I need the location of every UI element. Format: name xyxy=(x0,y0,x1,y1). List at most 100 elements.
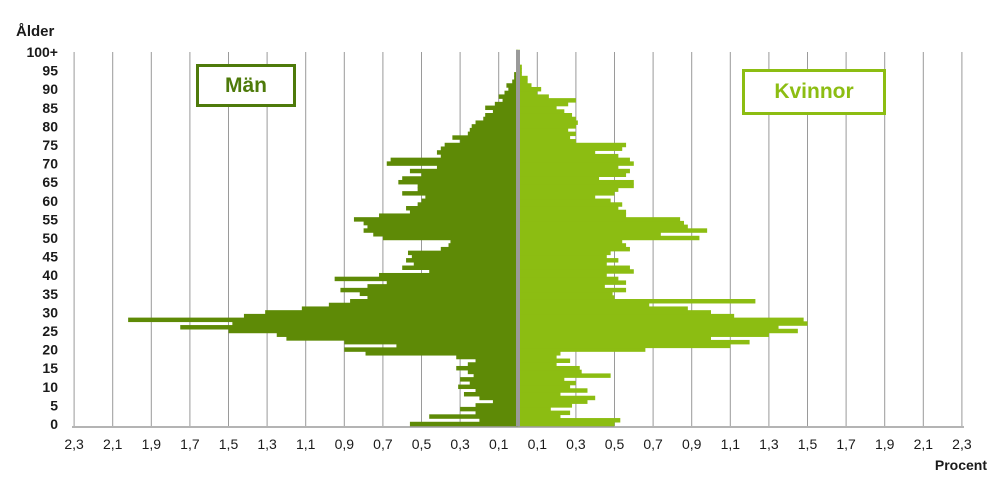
bar-men xyxy=(350,299,518,304)
bar-men xyxy=(128,317,518,323)
bar-men xyxy=(467,131,518,137)
x-tick-label: 2,1 xyxy=(103,436,123,452)
bar-women xyxy=(518,153,619,159)
y-tick-label: 90 xyxy=(42,81,58,97)
bar-men xyxy=(367,284,518,289)
bar-men xyxy=(396,343,518,349)
bar-women xyxy=(518,83,532,88)
bar-women xyxy=(518,328,798,334)
x-tick-label: 1,7 xyxy=(180,436,200,452)
bar-men xyxy=(413,261,518,267)
bar-women xyxy=(518,217,681,222)
y-tick-label: 30 xyxy=(42,304,58,320)
bar-women xyxy=(518,418,621,423)
bar-women xyxy=(518,228,708,233)
bar-women xyxy=(518,291,613,297)
bar-women xyxy=(518,258,619,263)
bar-women xyxy=(518,325,779,330)
bar-women xyxy=(518,380,576,386)
bar-men xyxy=(406,206,518,211)
y-tick-label: 55 xyxy=(42,211,58,227)
bar-women xyxy=(518,113,573,118)
x-tick-label: 1,1 xyxy=(296,436,316,452)
bar-men xyxy=(406,258,518,263)
bar-men xyxy=(456,354,518,360)
bar-men xyxy=(409,421,518,427)
bar-women xyxy=(518,209,627,215)
bar-men xyxy=(467,362,518,367)
bar-women xyxy=(518,161,634,166)
y-tick-label: 20 xyxy=(42,342,58,358)
bar-men xyxy=(232,321,519,326)
bar-women xyxy=(518,414,561,419)
bar-men xyxy=(440,146,518,151)
y-tick-label: 0 xyxy=(50,416,58,432)
x-tick-label: 0,9 xyxy=(682,436,702,452)
bar-men xyxy=(467,369,518,375)
x-tick-label: 1,7 xyxy=(836,436,856,452)
x-tick-label: 0,3 xyxy=(566,436,586,452)
bar-men xyxy=(440,153,518,159)
bar-women xyxy=(518,276,619,282)
bar-women xyxy=(518,135,571,140)
x-tick-label: 0,1 xyxy=(489,436,509,452)
bar-men xyxy=(180,325,518,330)
bar-women xyxy=(518,295,615,300)
bar-men xyxy=(479,418,518,423)
bar-men xyxy=(429,269,518,274)
bar-men xyxy=(363,228,518,233)
bar-men xyxy=(475,358,518,363)
x-tick-label: 2,3 xyxy=(952,436,972,452)
bar-women xyxy=(518,120,578,125)
bar-men xyxy=(411,254,518,259)
bar-men xyxy=(243,313,518,319)
x-tick-label: 1,9 xyxy=(142,436,162,452)
bar-women xyxy=(518,336,711,341)
bar-men xyxy=(386,161,518,166)
bar-men xyxy=(452,135,518,140)
bar-men xyxy=(421,172,518,177)
bar-men xyxy=(390,157,518,163)
bar-men xyxy=(379,272,518,278)
bar-women xyxy=(518,98,576,103)
bar-men xyxy=(504,90,518,96)
bar-men xyxy=(344,347,518,352)
bar-women xyxy=(518,187,619,192)
bar-men xyxy=(228,328,518,334)
y-tick-label: 10 xyxy=(42,379,58,395)
y-tick-label: 25 xyxy=(42,323,58,339)
bar-men xyxy=(409,209,518,215)
bar-men xyxy=(402,265,518,270)
bar-men xyxy=(382,235,518,241)
y-tick-label: 35 xyxy=(42,286,58,302)
bar-men xyxy=(483,116,518,122)
bar-women xyxy=(518,392,561,397)
bar-men xyxy=(479,395,518,401)
bar-women xyxy=(518,395,596,401)
bar-men xyxy=(334,276,518,282)
bar-men xyxy=(475,410,518,416)
bar-men xyxy=(398,179,518,185)
bar-men xyxy=(475,120,518,125)
bar-women xyxy=(518,384,571,390)
bar-men xyxy=(344,339,518,345)
bar-men xyxy=(469,380,518,386)
bar-women xyxy=(518,206,619,211)
bar-women xyxy=(518,232,661,237)
bar-women xyxy=(518,332,769,337)
bar-women xyxy=(518,299,756,304)
bar-women xyxy=(518,90,538,96)
bar-men xyxy=(475,403,518,408)
x-tick-label: 1,1 xyxy=(721,436,741,452)
legend-men: Män xyxy=(196,64,296,107)
bar-men xyxy=(373,232,518,237)
legend-men-label: Män xyxy=(225,73,267,97)
bar-women xyxy=(518,351,561,356)
bar-women xyxy=(518,302,650,308)
y-tick-label: 50 xyxy=(42,230,58,246)
bar-women xyxy=(518,127,569,133)
bar-men xyxy=(456,365,518,371)
bar-women xyxy=(518,79,528,84)
y-tick-label: 45 xyxy=(42,249,58,265)
bar-women xyxy=(518,86,542,92)
